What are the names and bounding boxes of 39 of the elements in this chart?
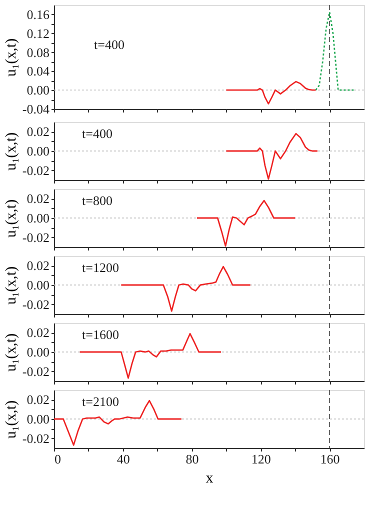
annotation: t=400 xyxy=(82,126,112,141)
x-tick-label: 0 xyxy=(54,452,61,466)
annotation: t=2100 xyxy=(82,394,119,409)
y-tick-label: 0.02 xyxy=(26,325,50,340)
y-axis-title: u₁(x,t) xyxy=(3,38,20,77)
y-tick-label: 0.00 xyxy=(26,344,50,360)
x-tick-label: 120 xyxy=(251,452,271,466)
y-axis-title: u₁(x,t) xyxy=(3,400,20,439)
y-tick-label: 0.00 xyxy=(26,82,50,98)
y-tick-label: 0.16 xyxy=(26,6,50,22)
y-tick-label: 0.08 xyxy=(26,44,50,60)
x-axis-title: x xyxy=(206,470,214,486)
y-axis-title: u₁(x,t) xyxy=(3,333,20,372)
y-axis-title: u₁(x,t) xyxy=(3,132,20,171)
y-tick-label: 0.02 xyxy=(26,124,50,140)
x-tick-label: 40 xyxy=(116,452,130,466)
y-tick-label: 0.12 xyxy=(26,26,50,41)
y-tick-label: -0.04 xyxy=(22,102,50,116)
y-tick-label: 0.00 xyxy=(26,412,50,426)
annotation: t=1600 xyxy=(82,327,119,342)
y-tick-label: 0.00 xyxy=(26,278,50,292)
y-tick-label: 0.00 xyxy=(26,144,50,158)
annotation: t=1200 xyxy=(82,260,119,275)
y-tick-label: -0.02 xyxy=(22,296,50,312)
y-axis-title: u₁(x,t) xyxy=(3,199,20,238)
y-axis-title: u₁(x,t) xyxy=(3,266,20,305)
annotation: t=400 xyxy=(94,37,124,52)
y-tick-label: 0.02 xyxy=(26,191,50,206)
x-tick-label: 80 xyxy=(186,452,199,466)
annotation: t=800 xyxy=(82,193,112,208)
y-tick-label: 0.04 xyxy=(26,64,50,79)
y-tick-label: -0.02 xyxy=(22,230,50,245)
y-tick-label: 0.02 xyxy=(26,258,50,274)
x-tick-label: 160 xyxy=(320,452,340,466)
y-tick-label: 0.00 xyxy=(26,210,50,226)
y-tick-label: -0.02 xyxy=(22,364,50,379)
y-tick-label: 0.02 xyxy=(26,392,50,408)
y-tick-label: -0.02 xyxy=(22,162,50,178)
y-tick-label: -0.02 xyxy=(22,430,50,446)
